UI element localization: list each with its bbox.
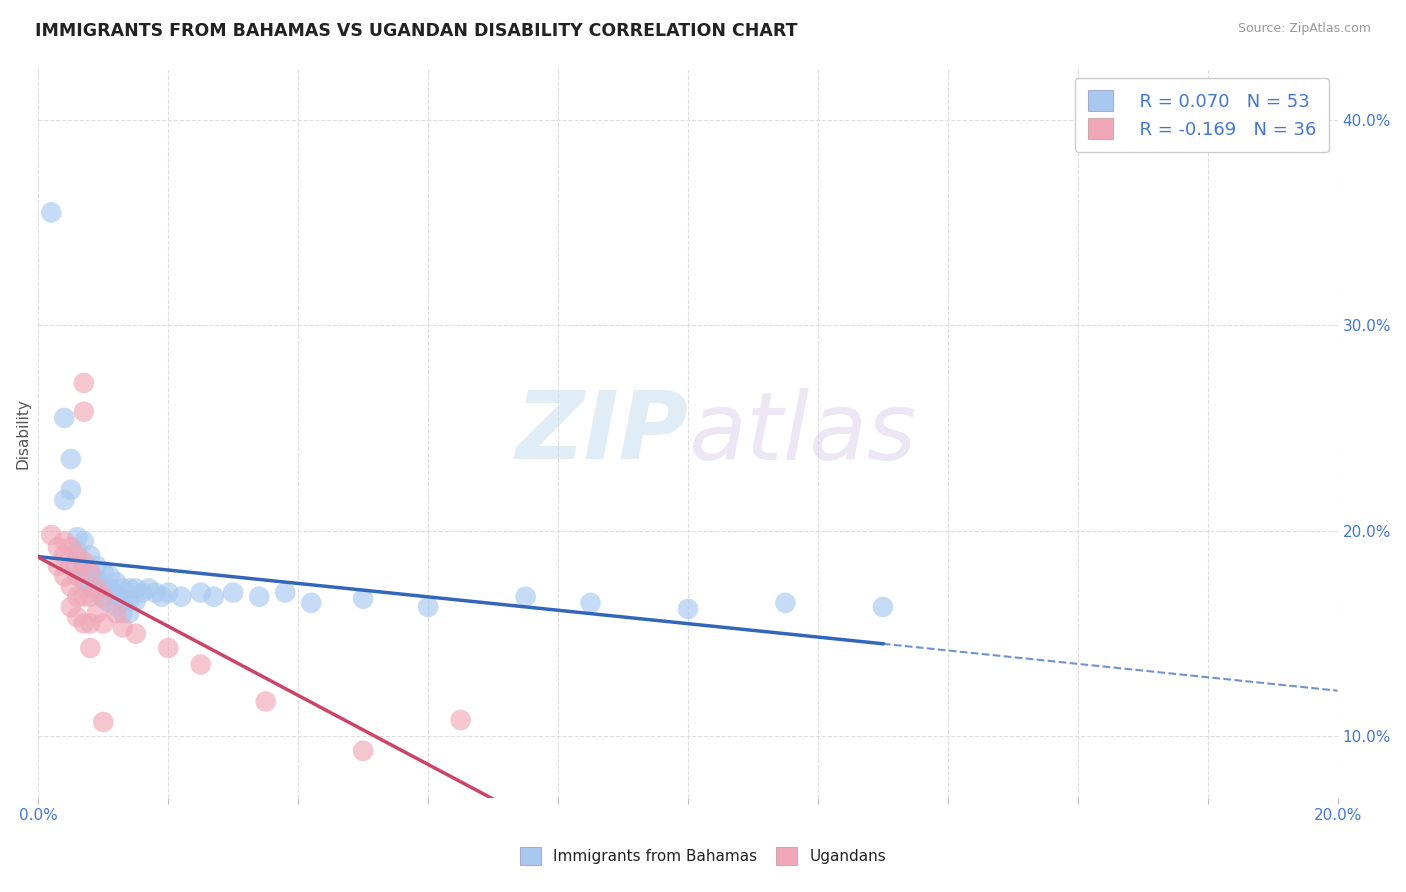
Point <box>59 558 82 573</box>
Point <box>53 534 76 549</box>
Point <box>125 594 148 608</box>
Point <box>73 558 96 573</box>
Point <box>111 606 134 620</box>
Point <box>86 585 108 599</box>
Legend:   R = 0.070   N = 53,   R = -0.169   N = 36: R = 0.070 N = 53, R = -0.169 N = 36 <box>1076 78 1329 152</box>
Point <box>73 376 96 390</box>
Point <box>59 483 82 497</box>
Point <box>111 620 134 634</box>
Point <box>150 590 173 604</box>
Point <box>274 585 297 599</box>
Point <box>66 558 89 573</box>
Point <box>46 558 69 573</box>
Point <box>66 569 89 583</box>
Point <box>53 410 76 425</box>
Text: ZIP: ZIP <box>515 387 688 479</box>
Point <box>79 616 101 631</box>
Text: IMMIGRANTS FROM BAHAMAS VS UGANDAN DISABILITY CORRELATION CHART: IMMIGRANTS FROM BAHAMAS VS UGANDAN DISAB… <box>35 22 797 40</box>
Point <box>73 534 96 549</box>
Point <box>79 565 101 579</box>
Point <box>86 606 108 620</box>
Point <box>53 549 76 563</box>
Point <box>111 594 134 608</box>
Point <box>66 549 89 563</box>
Point <box>53 569 76 583</box>
Point <box>73 405 96 419</box>
Point <box>59 452 82 467</box>
Point <box>157 641 180 656</box>
Point <box>86 573 108 587</box>
Point <box>46 541 69 555</box>
Y-axis label: Disability: Disability <box>15 398 30 468</box>
Point <box>66 610 89 624</box>
Point <box>170 590 193 604</box>
Point <box>775 596 797 610</box>
Point <box>98 596 121 610</box>
Point <box>222 585 245 599</box>
Point <box>73 555 96 569</box>
Point <box>515 590 537 604</box>
Point <box>118 594 141 608</box>
Point <box>247 590 270 604</box>
Point <box>79 582 101 596</box>
Point <box>41 205 63 219</box>
Point <box>73 573 96 587</box>
Point <box>53 493 76 508</box>
Point <box>676 602 699 616</box>
Point <box>98 582 121 596</box>
Point <box>105 588 128 602</box>
Point <box>79 641 101 656</box>
Legend: Immigrants from Bahamas, Ugandans: Immigrants from Bahamas, Ugandans <box>513 841 893 871</box>
Point <box>66 544 89 558</box>
Point <box>73 616 96 631</box>
Point <box>138 582 160 596</box>
Text: Source: ZipAtlas.com: Source: ZipAtlas.com <box>1237 22 1371 36</box>
Point <box>91 591 114 606</box>
Point <box>299 596 322 610</box>
Point <box>105 606 128 620</box>
Point <box>91 714 114 729</box>
Point <box>79 590 101 604</box>
Point <box>125 626 148 640</box>
Point <box>118 606 141 620</box>
Point <box>41 528 63 542</box>
Point <box>157 585 180 599</box>
Point <box>125 582 148 596</box>
Point <box>79 565 101 579</box>
Point <box>190 657 212 672</box>
Point <box>190 585 212 599</box>
Point <box>98 569 121 583</box>
Point <box>131 585 153 599</box>
Point <box>579 596 602 610</box>
Point <box>105 599 128 614</box>
Point <box>86 582 108 596</box>
Point <box>118 582 141 596</box>
Point <box>59 599 82 614</box>
Point <box>202 590 225 604</box>
Point <box>73 590 96 604</box>
Point <box>91 590 114 604</box>
Point <box>352 591 374 606</box>
Point <box>105 575 128 590</box>
Point <box>91 579 114 593</box>
Point <box>59 579 82 593</box>
Point <box>254 694 277 708</box>
Point <box>79 549 101 563</box>
Point <box>66 530 89 544</box>
Point <box>66 590 89 604</box>
Point <box>450 713 472 727</box>
Point <box>143 585 166 599</box>
Point <box>352 744 374 758</box>
Point <box>91 565 114 579</box>
Point <box>111 582 134 596</box>
Text: atlas: atlas <box>688 388 917 479</box>
Point <box>91 616 114 631</box>
Point <box>872 599 894 614</box>
Point <box>86 558 108 573</box>
Point <box>59 541 82 555</box>
Point <box>416 599 439 614</box>
